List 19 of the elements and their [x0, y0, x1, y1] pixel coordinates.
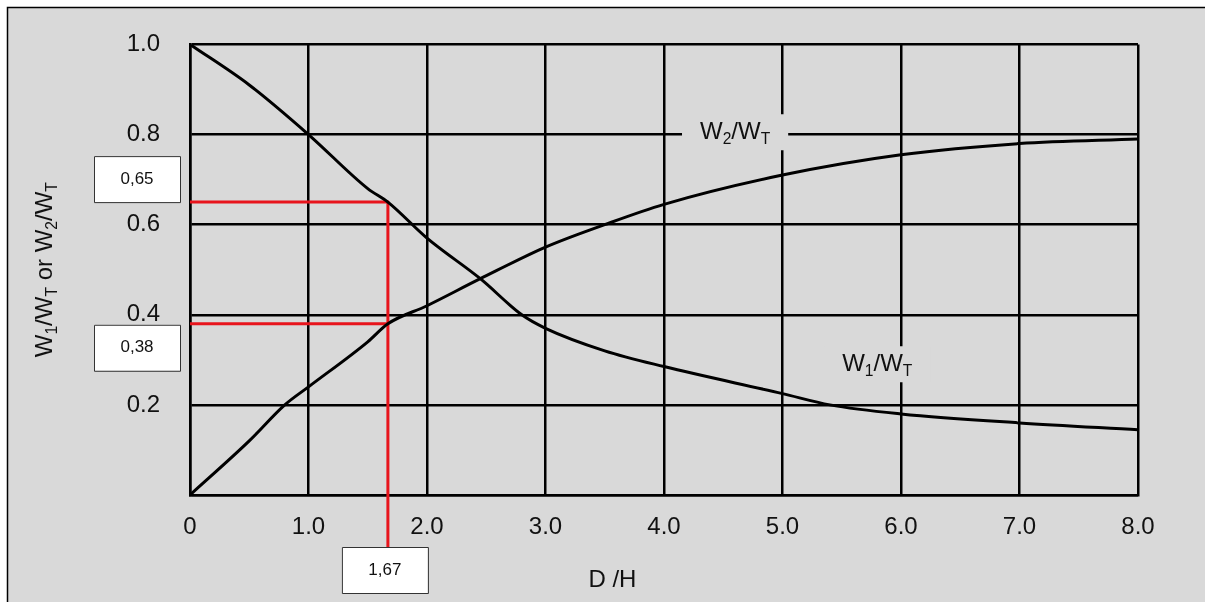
- x-tick-label: 0: [183, 512, 197, 540]
- y-tick-label: 0.6: [126, 209, 160, 237]
- x-axis-title: D /H: [588, 564, 637, 592]
- y-tick-label: 1.0: [126, 29, 160, 57]
- text: 1,67: [368, 559, 402, 579]
- text: 0,65: [120, 168, 154, 188]
- x-tick-label: 5.0: [765, 512, 800, 540]
- y-tick-label: 0.4: [126, 299, 160, 327]
- y-tick-label: 0.2: [126, 389, 160, 417]
- y-tick-label: 0.8: [126, 119, 160, 147]
- x-tick-label: 7.0: [1002, 512, 1037, 540]
- x-tick-label: 1.0: [291, 512, 326, 540]
- x-tick-label: 2.0: [410, 512, 444, 540]
- x-tick-label: 4.0: [647, 512, 681, 540]
- x-tick-label: 6.0: [884, 512, 918, 540]
- x-tick-label: 3.0: [528, 512, 563, 540]
- x-tick-label: 8.0: [1121, 512, 1155, 540]
- y-axis-title: W1/WT or W2/WT: [29, 181, 60, 358]
- text: 0,38: [120, 337, 154, 357]
